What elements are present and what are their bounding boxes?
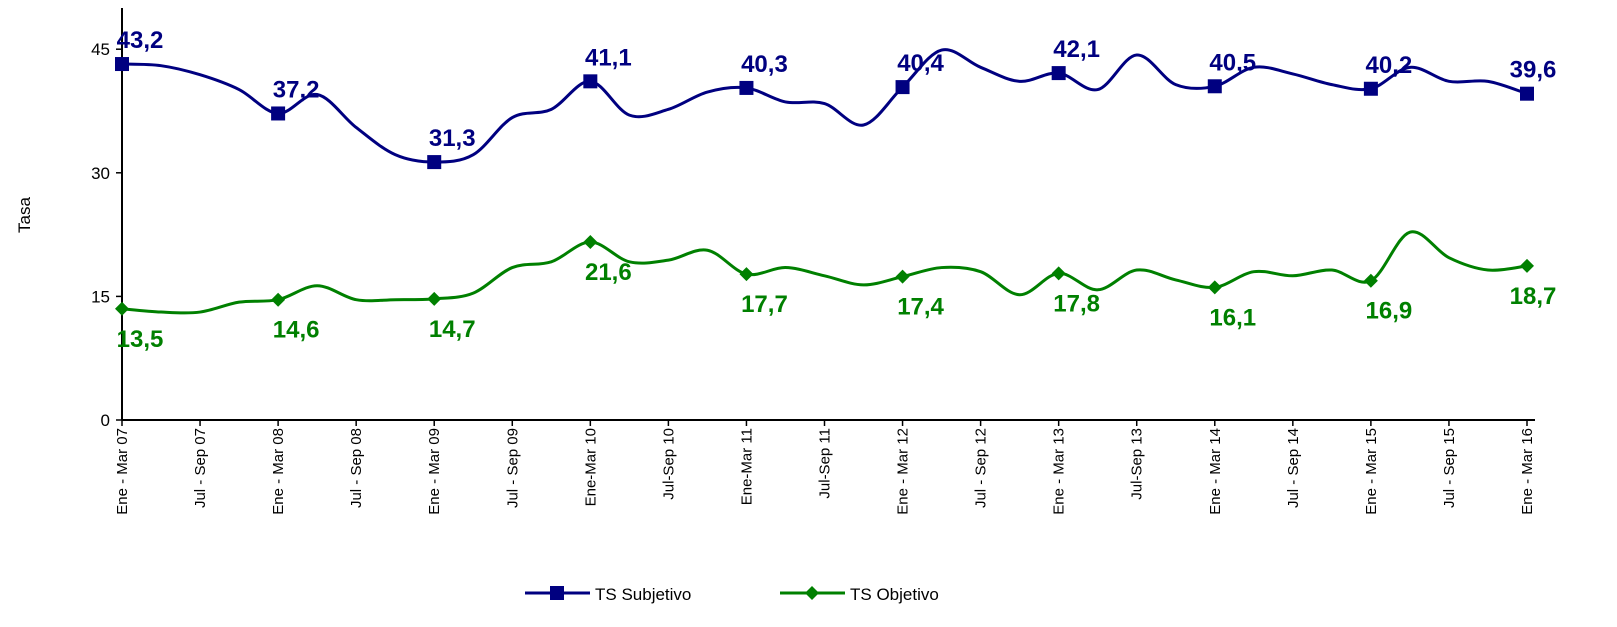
x-tick-label: Ene - Mar 08: [270, 428, 287, 515]
marker: [271, 106, 286, 121]
data-label: 14,6: [273, 317, 320, 344]
marker: [895, 80, 910, 95]
marker: [739, 80, 754, 95]
marker: [427, 155, 442, 170]
data-label: 17,4: [897, 294, 944, 321]
x-tick-label: Ene - Mar 12: [895, 428, 912, 515]
x-tick-label: Jul - Sep 12: [973, 428, 990, 508]
x-tick-label: Jul - Sep 07: [192, 428, 209, 508]
x-tick-label: Jul-Sep 11: [817, 428, 834, 499]
y-axis-label: Tasa: [15, 197, 34, 233]
data-label: 17,7: [741, 291, 788, 318]
marker: [895, 269, 910, 284]
marker: [1363, 273, 1378, 288]
series-line: [121, 230, 1528, 315]
data-label: 18,7: [1510, 283, 1557, 310]
x-tick-label: Ene - Mar 13: [1051, 428, 1068, 515]
data-label: 13,5: [117, 326, 164, 353]
data-label: 39,6: [1510, 57, 1557, 84]
marker: [1051, 66, 1066, 81]
x-tick-label: Jul-Sep 13: [1129, 428, 1146, 500]
data-label: 42,1: [1053, 36, 1100, 63]
marker: [1051, 266, 1066, 281]
marker: [583, 74, 598, 89]
data-label: 40,5: [1209, 49, 1256, 76]
marker: [805, 586, 819, 600]
marker: [583, 235, 598, 250]
y-tick-label: 30: [91, 164, 110, 183]
legend-label: TS Objetivo: [850, 585, 939, 604]
data-label: 40,4: [897, 50, 944, 77]
data-label: 43,2: [117, 27, 164, 54]
marker: [739, 267, 754, 282]
x-tick-label: Jul - Sep 08: [348, 428, 365, 508]
data-label: 37,2: [273, 76, 320, 103]
x-tick-label: Jul - Sep 09: [504, 428, 521, 508]
data-label: 16,1: [1209, 304, 1256, 331]
y-tick-label: 0: [101, 411, 110, 430]
data-label: 31,3: [429, 125, 476, 152]
marker: [1520, 86, 1534, 101]
data-label: 17,8: [1053, 290, 1100, 317]
series-line: [121, 48, 1528, 164]
data-label: 21,6: [585, 259, 632, 286]
y-tick-label: 15: [91, 287, 110, 306]
data-label: 16,9: [1366, 298, 1413, 325]
marker: [1520, 258, 1534, 273]
x-tick-label: Ene - Mar 14: [1207, 428, 1224, 515]
x-tick-label: Jul-Sep 10: [660, 428, 677, 500]
marker: [115, 301, 129, 316]
marker: [550, 586, 564, 600]
x-tick-label: Jul - Sep 14: [1285, 428, 1302, 508]
y-tick-label: 45: [91, 40, 110, 59]
marker: [271, 292, 286, 307]
marker: [1207, 79, 1222, 94]
x-tick-label: Ene - Mar 16: [1519, 428, 1536, 515]
marker: [427, 291, 442, 306]
x-tick-label: Ene-Mar 10: [582, 428, 599, 506]
x-tick-label: Jul - Sep 15: [1441, 428, 1458, 508]
data-label: 14,7: [429, 316, 476, 343]
data-label: 41,1: [585, 44, 632, 71]
marker: [115, 57, 129, 72]
legend-label: TS Subjetivo: [595, 585, 691, 604]
x-tick-label: Ene - Mar 07: [114, 428, 131, 515]
x-tick-label: Ene-Mar 11: [738, 428, 755, 505]
marker: [1363, 81, 1378, 96]
x-tick-label: Ene - Mar 15: [1363, 428, 1380, 515]
data-label: 40,3: [741, 51, 788, 78]
x-tick-label: Ene - Mar 09: [426, 428, 443, 515]
data-label: 40,2: [1366, 52, 1413, 79]
marker: [1207, 280, 1222, 295]
